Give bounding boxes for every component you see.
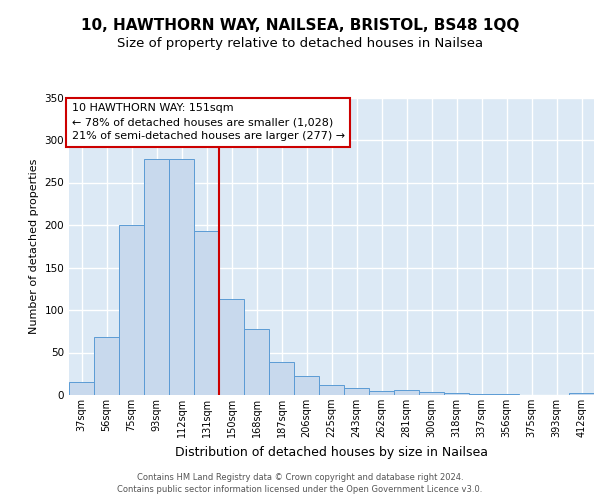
Y-axis label: Number of detached properties: Number of detached properties — [29, 158, 39, 334]
Bar — [419, 392, 444, 395]
Text: Size of property relative to detached houses in Nailsea: Size of property relative to detached ho… — [117, 38, 483, 51]
Bar — [169, 158, 194, 395]
Text: 10, HAWTHORN WAY, NAILSEA, BRISTOL, BS48 1QQ: 10, HAWTHORN WAY, NAILSEA, BRISTOL, BS48… — [81, 18, 519, 32]
Bar — [119, 225, 144, 395]
Text: Contains public sector information licensed under the Open Government Licence v3: Contains public sector information licen… — [118, 485, 482, 494]
Bar — [569, 394, 594, 395]
Bar — [94, 337, 119, 395]
Bar — [244, 328, 269, 395]
Text: Contains HM Land Registry data © Crown copyright and database right 2024.: Contains HM Land Registry data © Crown c… — [137, 472, 463, 482]
X-axis label: Distribution of detached houses by size in Nailsea: Distribution of detached houses by size … — [175, 446, 488, 458]
Bar — [369, 391, 394, 395]
Bar — [144, 158, 169, 395]
Bar — [444, 394, 469, 395]
Bar — [219, 299, 244, 395]
Bar — [344, 388, 369, 395]
Bar — [319, 385, 344, 395]
Bar — [194, 231, 219, 395]
Bar — [494, 394, 519, 395]
Text: 10 HAWTHORN WAY: 151sqm
← 78% of detached houses are smaller (1,028)
21% of semi: 10 HAWTHORN WAY: 151sqm ← 78% of detache… — [71, 104, 345, 142]
Bar — [294, 376, 319, 395]
Bar — [394, 390, 419, 395]
Bar — [269, 362, 294, 395]
Bar — [69, 382, 94, 395]
Bar — [469, 394, 494, 395]
